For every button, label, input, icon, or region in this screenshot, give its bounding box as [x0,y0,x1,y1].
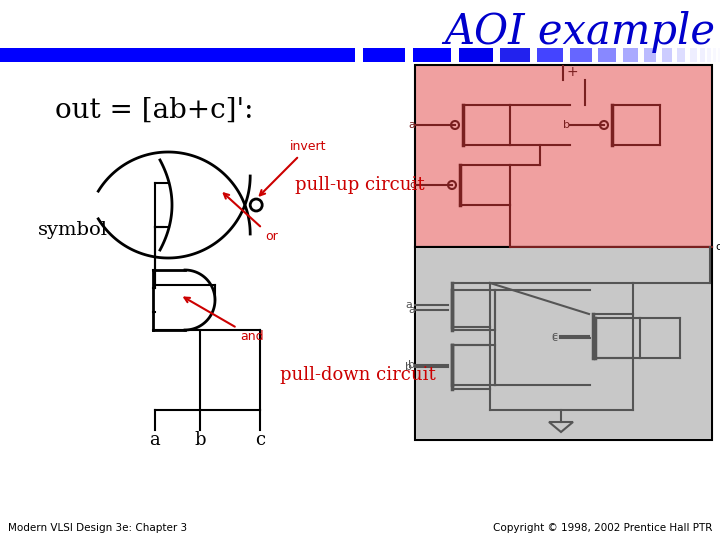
Bar [363,48,405,62]
Text: b: b [408,360,415,370]
Bar [415,247,712,440]
Bar [644,48,656,62]
Text: and: and [184,298,264,343]
Text: b: b [405,362,412,372]
Text: pull-up circuit: pull-up circuit [295,176,425,194]
Text: a: a [405,300,412,310]
Bar [459,48,493,62]
Bar [677,48,685,62]
Text: b: b [194,431,206,449]
Text: c: c [409,180,415,190]
Bar [0,48,355,62]
Text: a: a [150,431,161,449]
Text: invert: invert [260,140,327,195]
Bar [570,48,592,62]
Bar [713,48,716,62]
Text: Copyright © 1998, 2002 Prentice Hall PTR: Copyright © 1998, 2002 Prentice Hall PTR [492,523,712,533]
Bar [500,48,530,62]
Text: c: c [255,431,265,449]
Text: Modern VLSI Design 3e: Chapter 3: Modern VLSI Design 3e: Chapter 3 [8,523,187,533]
Text: a: a [408,305,415,315]
Bar [718,48,720,62]
Bar [598,48,616,62]
Bar [415,65,712,247]
Text: a: a [408,120,415,130]
Text: out: out [715,242,720,252]
Bar [413,48,451,62]
Bar [416,248,711,439]
Bar [537,48,563,62]
Bar [707,48,711,62]
Bar [662,48,672,62]
Text: c: c [552,333,558,343]
Text: or: or [224,193,278,243]
Text: c: c [551,331,557,341]
Text: symbol: symbol [38,221,108,239]
Text: pull-down circuit: pull-down circuit [280,366,436,384]
Bar [623,48,638,62]
Text: AOI example: AOI example [444,11,716,53]
Text: out = [ab+c]':: out = [ab+c]': [55,97,253,124]
Text: b: b [563,120,570,130]
Bar [690,48,697,62]
Bar [700,48,705,62]
Text: +: + [567,65,579,79]
